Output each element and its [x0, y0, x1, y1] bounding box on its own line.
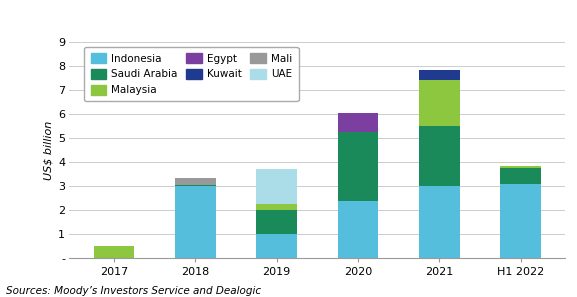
- Bar: [500, 166, 541, 168]
- Bar: [338, 200, 379, 258]
- Bar: [500, 184, 541, 258]
- Bar: [338, 113, 379, 132]
- Legend: Indonesia, Saudi Arabia, Malaysia, Egypt, Kuwait, Mali, UAE: Indonesia, Saudi Arabia, Malaysia, Egypt…: [84, 47, 298, 101]
- Bar: [338, 132, 379, 200]
- Bar: [419, 126, 460, 186]
- Bar: [500, 168, 541, 184]
- Bar: [419, 80, 460, 126]
- Bar: [256, 204, 297, 210]
- Bar: [256, 234, 297, 258]
- Y-axis label: US$ billion: US$ billion: [44, 120, 54, 180]
- Bar: [256, 210, 297, 234]
- Bar: [175, 178, 216, 185]
- Bar: [419, 186, 460, 258]
- Bar: [419, 70, 460, 80]
- Bar: [175, 186, 216, 258]
- Bar: [256, 169, 297, 204]
- Text: Sources: Moody’s Investors Service and Dealogic: Sources: Moody’s Investors Service and D…: [6, 285, 261, 296]
- Text: Diagram 4: Green and social Sukuk issuance: Diagram 4: Green and social Sukuk issuan…: [7, 12, 355, 27]
- Bar: [93, 246, 134, 258]
- Bar: [175, 185, 216, 186]
